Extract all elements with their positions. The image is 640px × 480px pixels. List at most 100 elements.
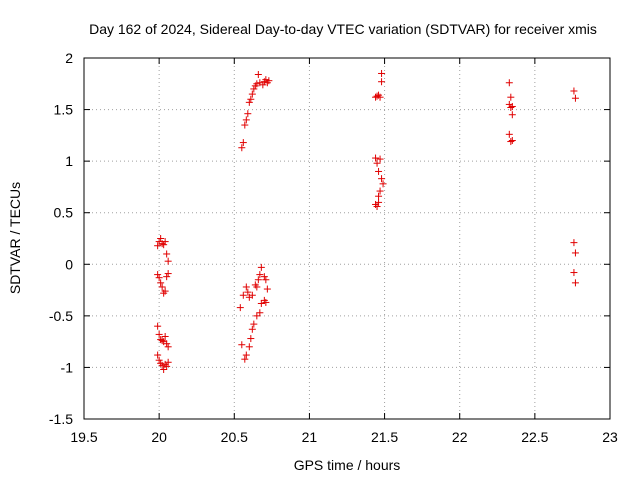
data-point: [155, 330, 163, 338]
data-point: [253, 80, 261, 88]
data-point: [242, 116, 250, 124]
x-tick-label: 22.5: [521, 429, 548, 445]
data-point: [505, 130, 513, 138]
data-point: [505, 79, 513, 87]
data-point: [164, 343, 172, 351]
data-point: [248, 325, 256, 333]
data-point: [254, 276, 262, 284]
data-point: [507, 104, 515, 112]
data-point: [508, 137, 516, 145]
x-tick-labels: 19.5 20 20.5 21 21.5 22 22.5 23: [70, 429, 618, 445]
y-tick-labels: -1.5 -1 -0.5 0 0.5 1 1.5 2: [49, 50, 73, 427]
data-point: [571, 94, 579, 102]
plot-frame: [83, 57, 611, 420]
data-point: [164, 358, 172, 366]
y-tick-label: -1: [61, 359, 74, 375]
data-point: [244, 110, 252, 118]
data-point: [245, 343, 253, 351]
data-point: [254, 71, 262, 79]
data-point: [158, 361, 166, 369]
data-point: [507, 138, 515, 146]
data-point: [570, 239, 578, 247]
data-point: [244, 288, 252, 296]
data-point: [160, 241, 168, 249]
data-point: [238, 341, 246, 349]
y-axis-label: SDTVAR / TECUs: [7, 182, 23, 294]
data-point: [262, 76, 270, 84]
data-point: [154, 322, 162, 330]
y-tick-label: 1: [65, 153, 73, 169]
y-tick-label: 2: [65, 50, 73, 66]
data-point: [257, 263, 265, 271]
chart-title: Day 162 of 2024, Sidereal Day-to-day VTE…: [89, 21, 597, 37]
data-point: [248, 291, 256, 299]
data-point: [253, 283, 261, 291]
x-tick-label: 20.5: [221, 429, 248, 445]
data-point: [164, 257, 172, 265]
y-tick-label: -0.5: [49, 308, 73, 324]
data-point: [154, 242, 162, 250]
data-point: [375, 167, 383, 175]
data-point: [161, 287, 169, 295]
data-point: [163, 362, 171, 370]
data-point: [257, 299, 265, 307]
y-tick-label: -1.5: [49, 411, 73, 427]
data-point: [256, 271, 264, 279]
data-point: [163, 340, 171, 348]
data-point: [571, 279, 579, 287]
data-point: [376, 93, 384, 101]
data-point: [242, 351, 250, 359]
data-point: [155, 274, 163, 282]
data-point: [372, 154, 380, 162]
data-point: [242, 283, 250, 291]
data-point: [161, 332, 169, 340]
data-point: [375, 192, 383, 200]
data-point: [154, 271, 162, 279]
data-point: [373, 159, 381, 167]
x-tick-label: 22: [452, 429, 468, 445]
data-point: [253, 312, 261, 320]
data-point: [241, 355, 249, 363]
data-point: [238, 144, 246, 152]
x-tick-label: 23: [602, 429, 618, 445]
data-point: [378, 69, 386, 77]
x-tick-label: 21.5: [371, 429, 398, 445]
data-point: [247, 335, 255, 343]
data-point: [263, 285, 271, 293]
data-point: [247, 95, 255, 103]
data-point: [154, 351, 162, 359]
data-point: [256, 309, 264, 317]
data-point: [259, 81, 267, 89]
data-point: [158, 337, 166, 345]
data-point: [160, 365, 168, 373]
data-point: [570, 87, 578, 95]
data-point: [378, 175, 386, 183]
data-point: [373, 92, 381, 100]
data-point: [376, 187, 384, 195]
data-point: [376, 155, 384, 163]
data-point: [250, 85, 258, 93]
data-point: [161, 238, 169, 246]
data-point: [164, 270, 172, 278]
data-point: [507, 93, 515, 101]
y-tick-label: 0.5: [54, 205, 74, 221]
x-axis-label: GPS time / hours: [294, 457, 401, 473]
data-point: [262, 298, 270, 306]
data-point: [239, 139, 247, 147]
y-tick-label: 1.5: [54, 102, 74, 118]
data-point: [260, 273, 268, 281]
data-point: [375, 198, 383, 206]
data-point: [163, 250, 171, 258]
data-point: [508, 102, 516, 110]
data-point: [571, 249, 579, 257]
data-points: [154, 69, 579, 373]
data-point: [508, 111, 516, 119]
data-point: [245, 98, 253, 106]
data-point: [163, 273, 171, 281]
data-point: [158, 283, 166, 291]
data-point: [570, 269, 578, 277]
data-point: [379, 180, 387, 188]
data-point: [236, 304, 244, 312]
data-point: [373, 203, 381, 211]
